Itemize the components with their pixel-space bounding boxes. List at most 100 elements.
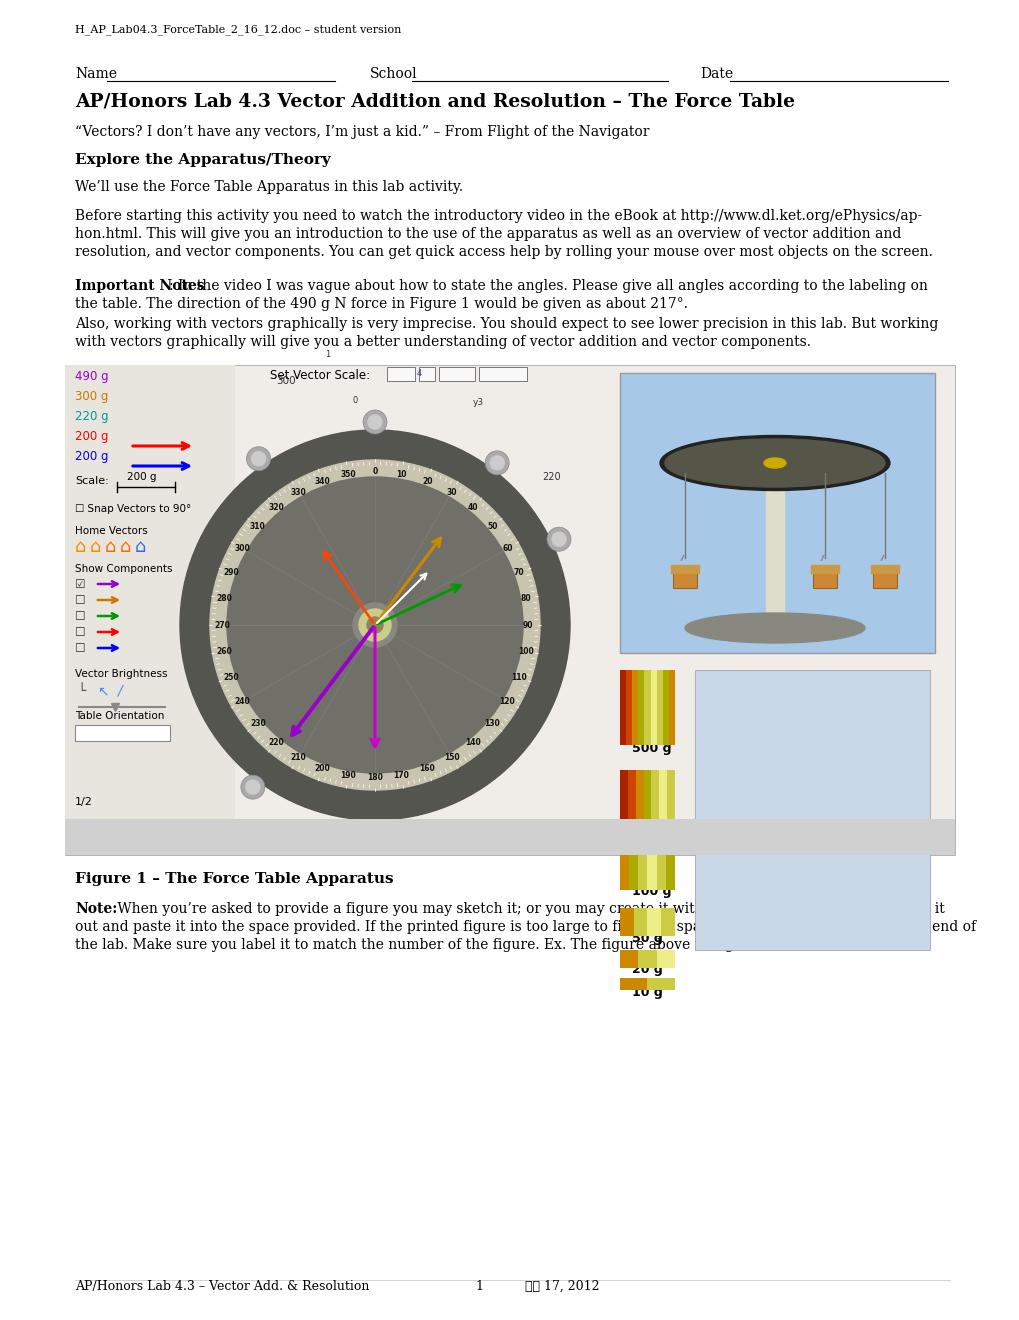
Bar	[620, 671, 626, 744]
Text: 120: 120	[499, 697, 515, 706]
Bar	[872, 566, 896, 587]
Text: 180: 180	[367, 774, 382, 783]
Text: 200 g: 200 g	[632, 822, 671, 836]
Bar	[638, 850, 647, 890]
Bar	[666, 770, 675, 825]
Bar	[635, 770, 643, 825]
Text: 240: 240	[234, 697, 250, 706]
Circle shape	[490, 455, 503, 470]
Bar	[662, 671, 668, 744]
Text: 069-: 069-	[70, 828, 94, 837]
Text: Note:: Note:	[75, 902, 117, 916]
Bar	[626, 671, 632, 744]
Text: ⌂: ⌂	[105, 539, 116, 556]
Text: Masses on: Masses on	[754, 680, 827, 693]
Ellipse shape	[664, 440, 884, 487]
Text: ☐: ☐	[75, 594, 86, 607]
Bar	[644, 671, 650, 744]
Text: Date: Date	[699, 67, 733, 81]
Text: Set Vector Scale:: Set Vector Scale:	[270, 370, 370, 381]
Text: Show Components: Show Components	[75, 564, 172, 574]
Bar	[620, 978, 647, 990]
Text: 280: 280	[216, 594, 232, 603]
Text: 20: 20	[764, 718, 781, 731]
Circle shape	[546, 527, 571, 552]
Text: ⌂: ⌂	[90, 539, 101, 556]
FancyBboxPatch shape	[75, 725, 170, 741]
Circle shape	[368, 414, 382, 429]
Bar	[647, 850, 656, 890]
Bar	[658, 770, 666, 825]
Text: 140: 140	[465, 738, 481, 747]
Text: out and paste it into the space provided. If the printed figure is too large to : out and paste it into the space provided…	[75, 920, 975, 935]
Text: 200 g: 200 g	[75, 430, 108, 444]
Circle shape	[363, 411, 386, 434]
Text: 110: 110	[511, 673, 526, 682]
FancyArrowPatch shape	[880, 556, 882, 561]
Text: 40: 40	[468, 503, 478, 512]
Text: 0: 0	[353, 396, 358, 405]
Text: We’ll use the Force Table Apparatus in this lab activity.: We’ll use the Force Table Apparatus in t…	[75, 180, 463, 194]
Bar	[65, 818, 954, 855]
Text: ↖: ↖	[97, 684, 108, 698]
Text: : In the video I was vague about how to state the angles. Please give all angles: : In the video I was vague about how to …	[169, 279, 927, 293]
FancyBboxPatch shape	[479, 367, 527, 381]
Text: 100: 100	[819, 758, 844, 771]
Text: 4: 4	[416, 370, 422, 379]
Text: hon.html. This will give you an introduction to the use of the apparatus as well: hon.html. This will give you an introduc…	[75, 227, 901, 242]
Circle shape	[246, 780, 260, 795]
Text: 1/2: 1/2	[75, 797, 93, 807]
Text: 1: 1	[324, 350, 329, 359]
Text: with vectors graphically will give you a better understanding of vector addition: with vectors graphically will give you a…	[75, 335, 810, 348]
Text: 160: 160	[419, 764, 435, 774]
Text: the table. The direction of the 490 g N force in Figure 1 would be given as abou: the table. The direction of the 490 g N …	[75, 297, 688, 312]
Text: 220 g: 220 g	[75, 411, 108, 422]
Text: Important Notes: Important Notes	[75, 279, 205, 293]
Text: 80: 80	[520, 594, 531, 603]
Text: AP/Honors Lab 4.3 Vector Addition and Resolution – The Force Table: AP/Honors Lab 4.3 Vector Addition and Re…	[75, 92, 794, 111]
Bar	[620, 908, 633, 936]
Bar	[620, 374, 934, 653]
Text: resolution, and vector components. You can get quick access help by rolling your: resolution, and vector components. You c…	[75, 246, 932, 259]
Bar	[638, 950, 656, 968]
Text: Vector Brightness: Vector Brightness	[75, 669, 167, 678]
Text: y3: y3	[473, 399, 484, 408]
Text: ☐ Snap Vectors to 90°: ☐ Snap Vectors to 90°	[75, 504, 192, 513]
Bar	[633, 908, 647, 936]
Ellipse shape	[763, 458, 786, 469]
Text: 200 g: 200 g	[75, 450, 108, 463]
Bar	[656, 850, 665, 890]
Bar	[65, 366, 234, 855]
Text: 490 g: 490 g	[75, 370, 108, 383]
Text: Scale:: Scale:	[75, 477, 109, 486]
Text: 20: 20	[819, 718, 836, 731]
Text: Before starting this activity you need to watch the introductory video in the eB: Before starting this activity you need t…	[75, 209, 921, 223]
Text: 260: 260	[216, 647, 232, 656]
Text: ⌂: ⌂	[135, 539, 147, 556]
Bar	[694, 671, 929, 950]
FancyBboxPatch shape	[438, 367, 475, 381]
Text: 310: 310	[250, 523, 265, 531]
Bar	[665, 850, 675, 890]
Text: ☐: ☐	[75, 626, 86, 639]
Text: 50: 50	[819, 738, 836, 751]
Text: 290: 290	[223, 568, 238, 577]
Bar	[810, 565, 839, 573]
Bar	[620, 950, 638, 968]
Text: 100: 100	[518, 647, 533, 656]
Bar	[647, 978, 675, 990]
Text: 70: 70	[513, 568, 524, 577]
Text: 30: 30	[446, 488, 457, 498]
Text: School: School	[370, 67, 417, 81]
Text: AP/Honors Lab 4.3 – Vector Add. & Resolution: AP/Honors Lab 4.3 – Vector Add. & Resolu…	[75, 1280, 369, 1294]
Text: 200: 200	[764, 777, 789, 791]
Text: 220: 220	[541, 473, 560, 482]
Text: 170: 170	[393, 771, 409, 780]
Text: ▼: ▼	[157, 734, 162, 741]
Text: 10² ▼: 10² ▼	[441, 368, 469, 378]
Bar	[812, 566, 837, 587]
Text: Name: Name	[75, 67, 117, 81]
Text: ⌂: ⌂	[75, 539, 87, 556]
Text: the lab. Make sure you label it to match the number of the figure. Ex. The figur: the lab. Make sure you label it to match…	[75, 939, 774, 952]
Text: 340: 340	[315, 477, 330, 486]
